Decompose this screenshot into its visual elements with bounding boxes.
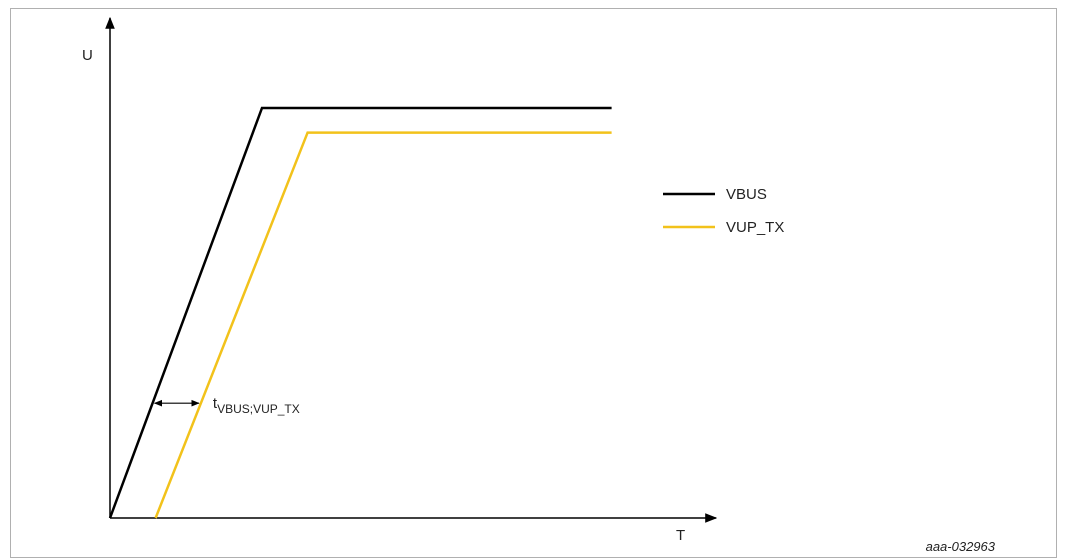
delay-annotation: tVBUS;VUP_TX (213, 395, 300, 416)
legend-label-vbus: VBUS (726, 186, 767, 203)
y-axis-label: U (82, 47, 93, 64)
series-line-vup-tx (154, 131, 612, 519)
figure-frame (10, 8, 1057, 558)
legend-label-vup-tx: VUP_TX (726, 219, 784, 236)
x-axis-label: T (676, 527, 685, 544)
delay-annotation-base: t (213, 395, 218, 412)
delay-annotation-subscript: VBUS;VUP_TX (217, 402, 300, 416)
series-line-vbus (108, 106, 612, 519)
figure-reference: aaa-032963 (926, 539, 996, 554)
legend: VBUS VUP_TX (663, 186, 784, 236)
